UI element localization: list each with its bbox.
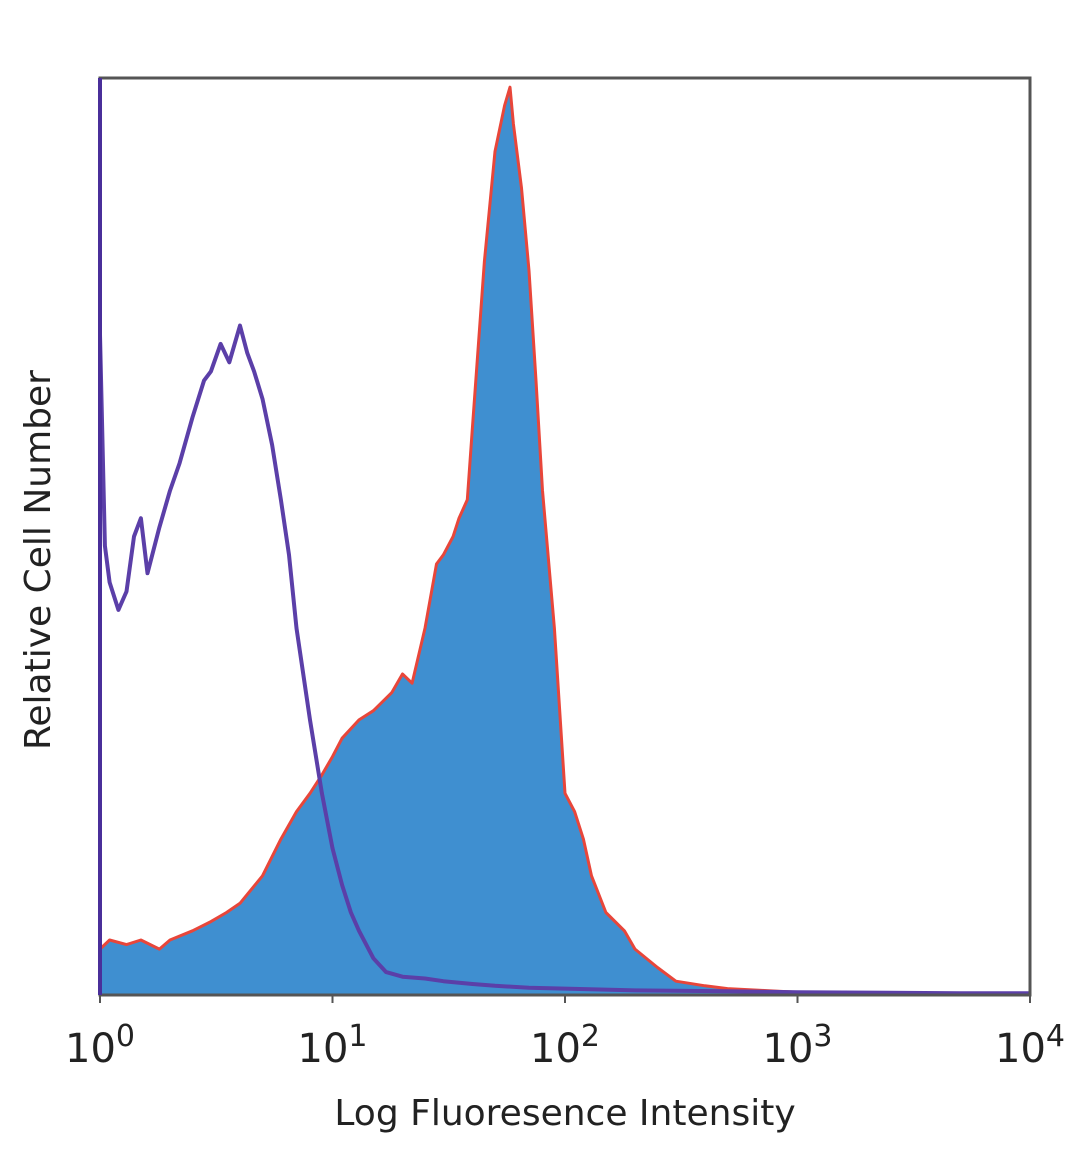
series-layer xyxy=(98,85,1030,996)
x-ticks: 100 101 102 103 104 xyxy=(65,995,1065,1072)
x-tick-label: 103 xyxy=(763,1019,833,1072)
y-axis-title: Relative Cell Number xyxy=(18,370,59,750)
x-tick-label: 100 xyxy=(65,1019,135,1072)
control-histogram-line xyxy=(98,323,1030,996)
x-tick-label: 104 xyxy=(995,1019,1065,1072)
stained-histogram-outline xyxy=(98,85,1030,995)
x-tick-label: 102 xyxy=(530,1019,600,1072)
stained-histogram-fill xyxy=(100,87,1030,995)
x-tick-label: 101 xyxy=(298,1019,368,1072)
x-axis-title: Log Fluoresence Intensity xyxy=(334,1093,795,1134)
